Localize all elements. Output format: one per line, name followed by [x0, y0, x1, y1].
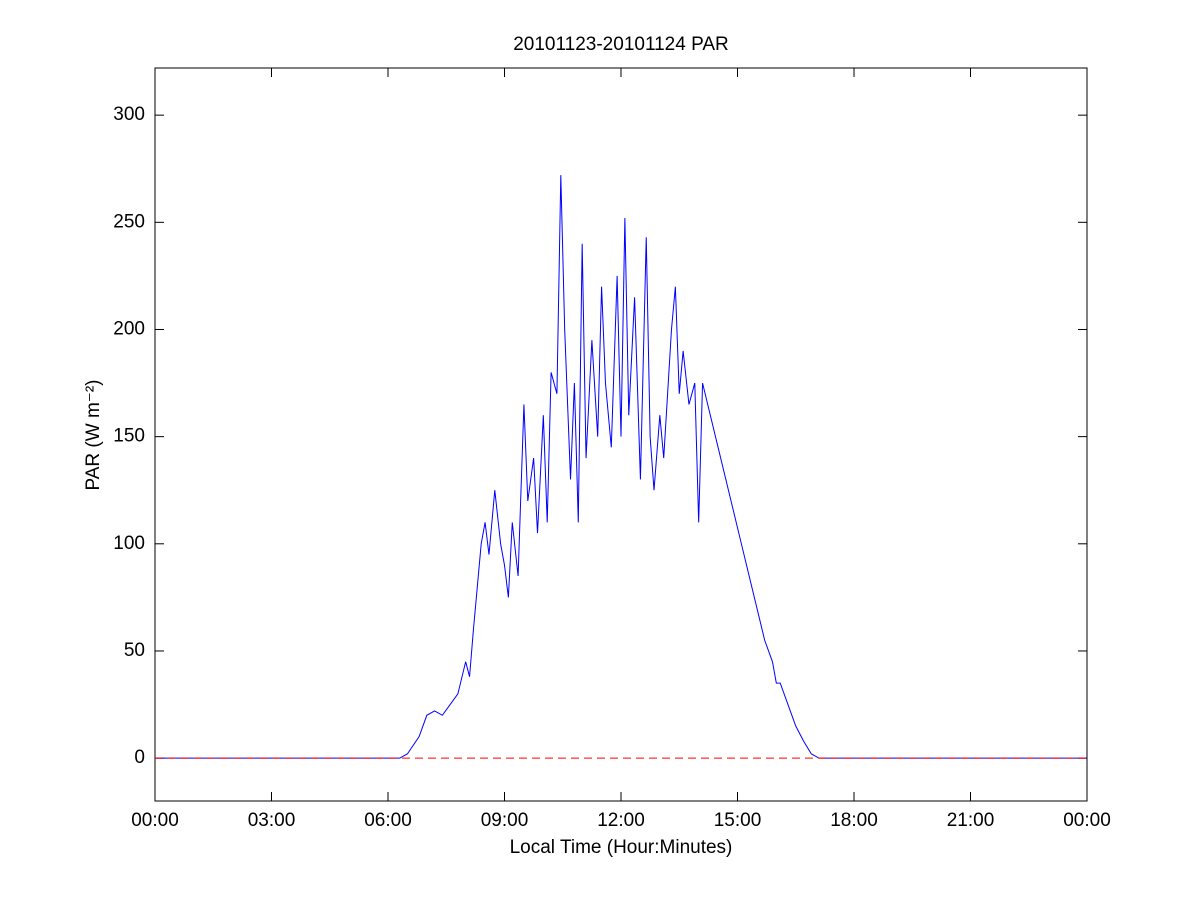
x-tick-label: 03:00 [248, 810, 296, 831]
y-axis-label: PAR (W m⁻²) [83, 380, 104, 491]
x-tick-label: 06:00 [364, 810, 412, 831]
x-tick-label: 15:00 [714, 810, 762, 831]
y-tick-label: 250 [113, 211, 145, 232]
y-tick-label: 100 [113, 533, 145, 554]
x-axis-label: Local Time (Hour:Minutes) [510, 837, 733, 858]
y-tick-label: 300 [113, 104, 145, 125]
x-tick-label: 00:00 [131, 810, 179, 831]
x-tick-label: 00:00 [1063, 810, 1111, 831]
x-tick-label: 09:00 [481, 810, 529, 831]
x-tick-label: 18:00 [830, 810, 878, 831]
x-tick-label: 21:00 [947, 810, 995, 831]
x-tick-label: 12:00 [597, 810, 645, 831]
y-tick-label: 50 [124, 640, 145, 661]
data-line [155, 175, 1087, 759]
chart-title: 20101123-20101124 PAR [513, 34, 729, 55]
y-tick-label: 150 [113, 426, 145, 447]
y-tick-label: 200 [113, 318, 145, 339]
y-tick-label: 0 [134, 747, 145, 768]
